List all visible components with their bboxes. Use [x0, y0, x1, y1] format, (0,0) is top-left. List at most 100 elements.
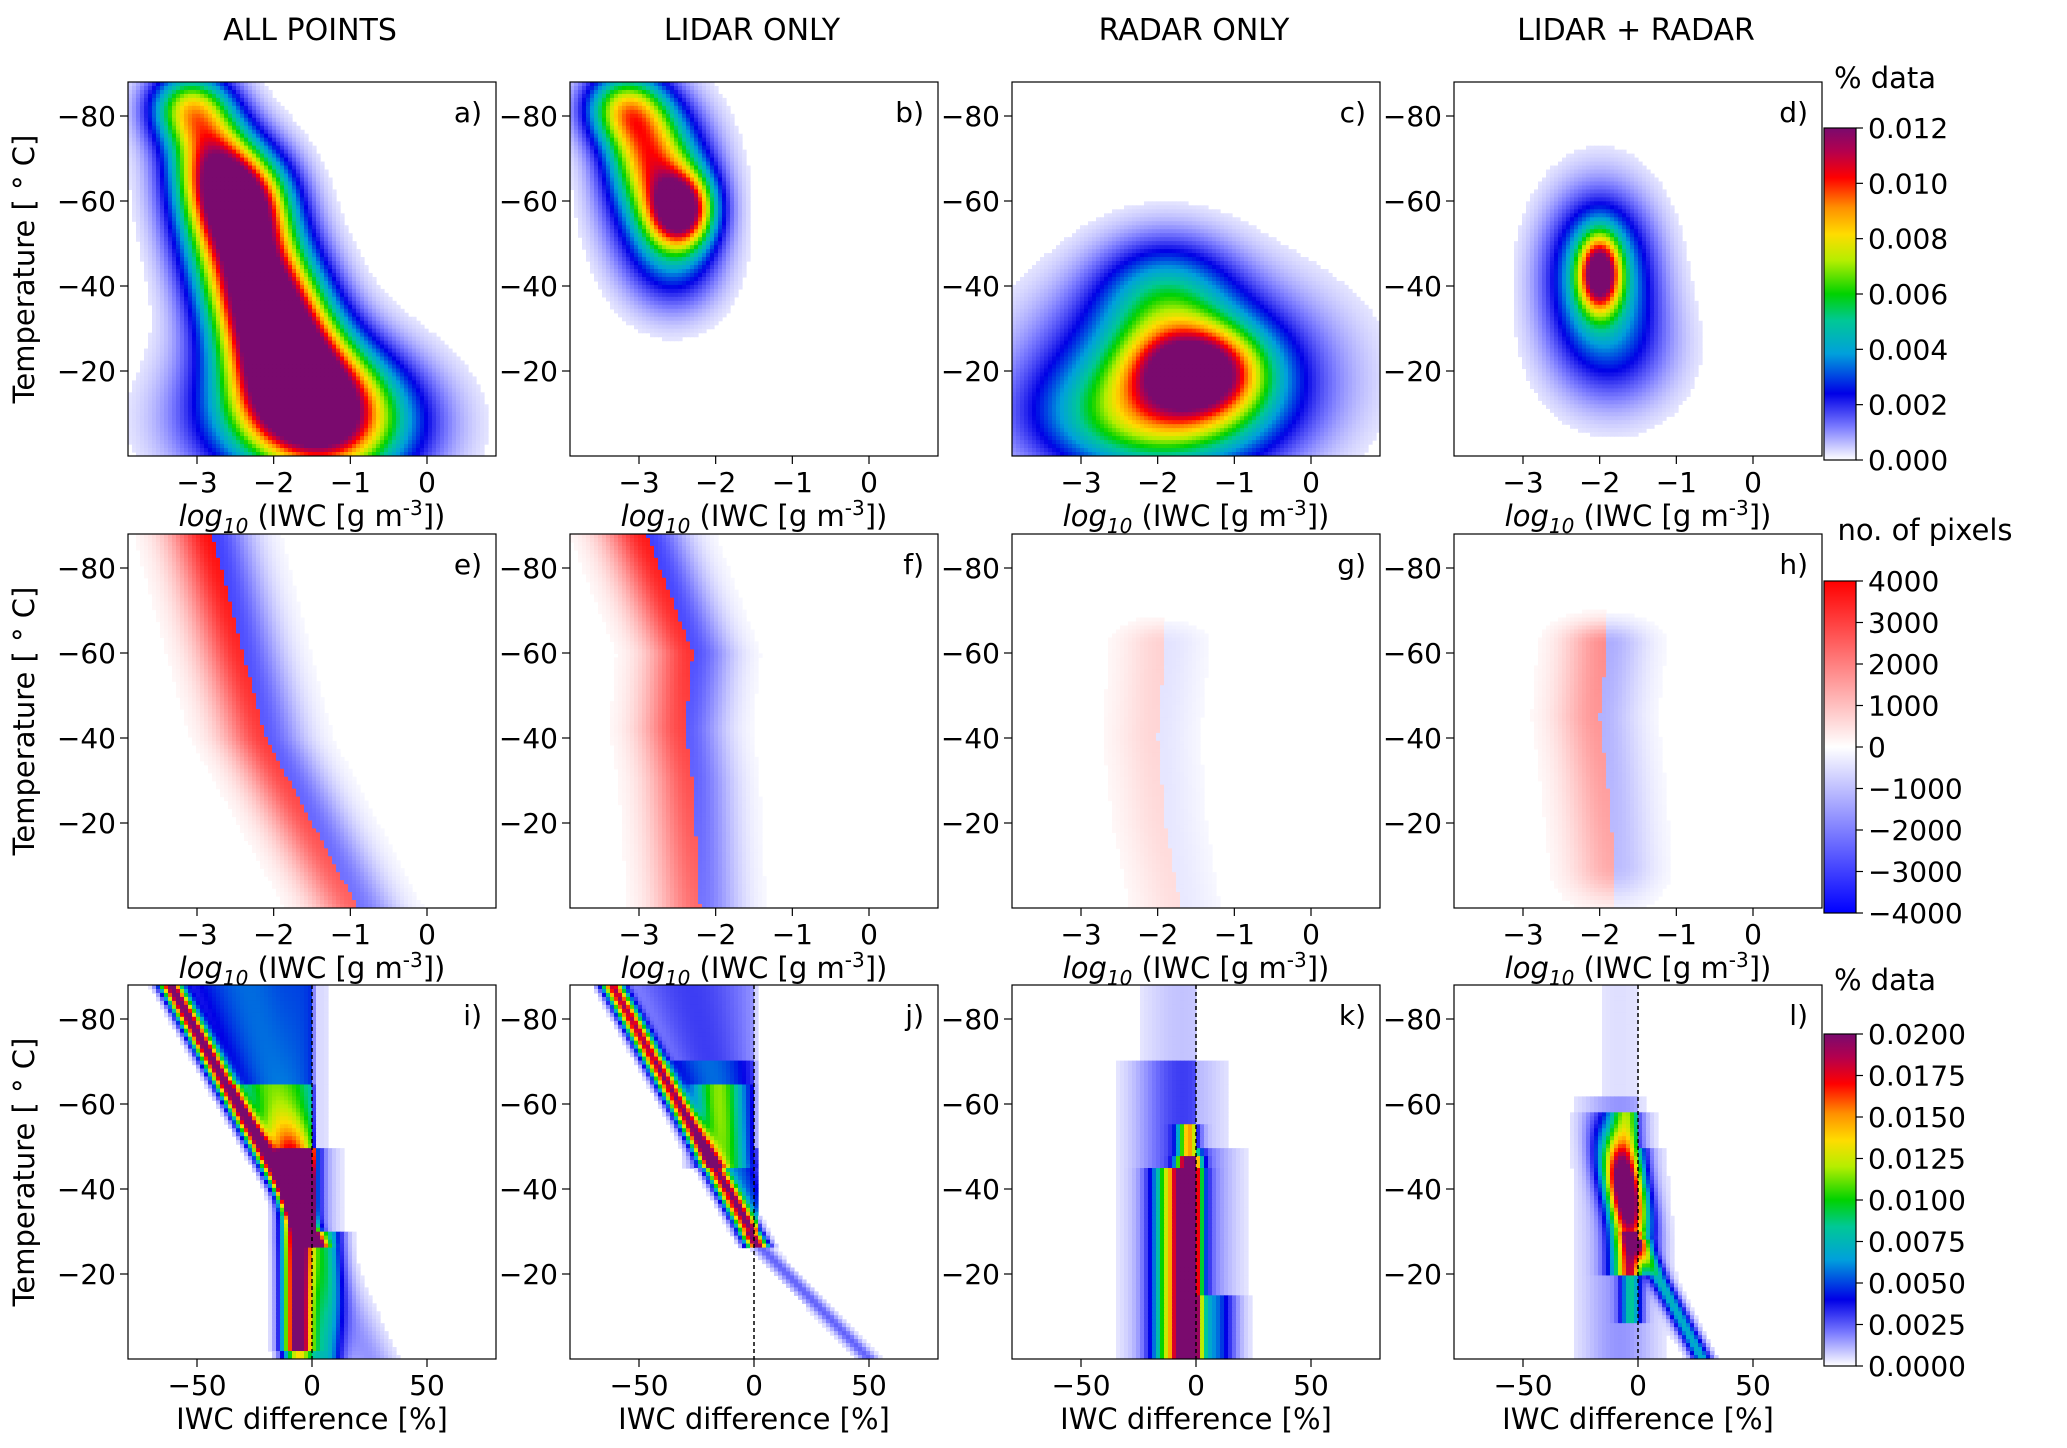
- heatmap-cell: [204, 332, 209, 338]
- heatmap-cell: [276, 237, 281, 242]
- heatmap-cell: [244, 105, 249, 111]
- heatmap-cell: [180, 85, 185, 91]
- heatmap-cell: [292, 125, 297, 131]
- heatmap-cell: [176, 101, 181, 107]
- heatmap-cell: [208, 284, 213, 290]
- heatmap-cell: [328, 340, 333, 346]
- heatmap-cell: [284, 292, 289, 298]
- heatmap-cell: [460, 376, 465, 382]
- heatmap-cell: [140, 412, 145, 417]
- heatmap-cell: [216, 133, 221, 139]
- heatmap-cell: [412, 392, 417, 397]
- heatmap-cell: [324, 316, 329, 322]
- heatmap-cell: [136, 376, 141, 382]
- heatmap-cell: [348, 280, 353, 286]
- heatmap-cell: [356, 269, 361, 274]
- heatmap-cell: [200, 276, 205, 282]
- heatmap-cell: [256, 324, 261, 330]
- heatmap-cell: [232, 145, 237, 151]
- heatmap-cell: [324, 328, 329, 334]
- heatmap-cell: [224, 177, 229, 183]
- heatmap-cell: [260, 257, 265, 262]
- heatmap-cell: [200, 137, 205, 143]
- heatmap-cell: [348, 261, 353, 266]
- heatmap-cell: [268, 380, 273, 385]
- heatmap-cell: [152, 97, 157, 103]
- heatmap-cell: [424, 388, 429, 393]
- heatmap-cell: [188, 121, 193, 127]
- heatmap-cell: [184, 364, 189, 370]
- heatmap-cell: [332, 237, 337, 242]
- heatmap-cell: [144, 356, 149, 362]
- heatmap-cell: [232, 229, 237, 234]
- heatmap-cell: [320, 388, 325, 393]
- heatmap-cell: [284, 241, 289, 246]
- heatmap-cell: [352, 304, 357, 310]
- heatmap-cell: [344, 249, 349, 254]
- heatmap-cell: [292, 213, 297, 218]
- heatmap-cell: [280, 348, 285, 354]
- heatmap-cell: [160, 205, 165, 210]
- heatmap-cell: [248, 344, 253, 350]
- heatmap-cell: [180, 253, 185, 258]
- heatmap-cell: [208, 249, 213, 254]
- heatmap-cell: [140, 189, 145, 195]
- heatmap-cell: [388, 400, 393, 405]
- heatmap-cell: [264, 213, 269, 218]
- heatmap-cell: [216, 324, 221, 330]
- heatmap-cell: [220, 237, 225, 242]
- heatmap-cell: [204, 340, 209, 346]
- heatmap-cell: [132, 141, 137, 147]
- heatmap-cell: [308, 201, 313, 206]
- heatmap-cell: [264, 308, 269, 314]
- heatmap-cell: [288, 352, 293, 358]
- heatmap-cell: [192, 93, 197, 99]
- heatmap-cell: [328, 388, 333, 393]
- heatmap-cell: [176, 209, 181, 214]
- heatmap-cell: [240, 237, 245, 242]
- heatmap-cell: [272, 316, 277, 322]
- heatmap-cell: [188, 412, 193, 417]
- heatmap-cell: [336, 217, 341, 222]
- heatmap-cell: [424, 376, 429, 382]
- heatmap-cell: [316, 157, 321, 163]
- heatmap-cell: [364, 368, 369, 374]
- heatmap-cell: [332, 193, 337, 198]
- heatmap-cell: [264, 261, 269, 266]
- heatmap-cell: [368, 352, 373, 358]
- heatmap-cell: [184, 388, 189, 393]
- heatmap-cell: [320, 324, 325, 330]
- heatmap-cell: [376, 312, 381, 318]
- heatmap-cell: [180, 292, 185, 298]
- heatmap-cell: [256, 284, 261, 290]
- heatmap-cell: [156, 125, 161, 131]
- heatmap-cell: [144, 197, 149, 202]
- heatmap-cell: [340, 400, 345, 405]
- heatmap-cell: [176, 320, 181, 326]
- heatmap-cell: [328, 193, 333, 198]
- heatmap-cell: [172, 257, 177, 262]
- heatmap-cell: [300, 185, 305, 191]
- heatmap-cell: [240, 117, 245, 123]
- heatmap-cell: [224, 344, 229, 350]
- heatmap-cell: [128, 89, 133, 95]
- heatmap-cell: [376, 388, 381, 393]
- heatmap-cell: [212, 312, 217, 318]
- heatmap-cell: [328, 209, 333, 214]
- heatmap-cell: [200, 229, 205, 234]
- heatmap-cell: [184, 109, 189, 115]
- heatmap-cell: [236, 284, 241, 290]
- heatmap-cell: [228, 241, 233, 246]
- heatmap-cell: [256, 137, 261, 143]
- heatmap-cell: [256, 97, 261, 103]
- heatmap-cell: [388, 304, 393, 310]
- heatmap-cell: [300, 280, 305, 286]
- heatmap-cell: [140, 221, 145, 226]
- heatmap-cell: [172, 237, 177, 242]
- heatmap-cell: [156, 261, 161, 266]
- heatmap-cell: [188, 336, 193, 342]
- heatmap-cell: [324, 376, 329, 382]
- heatmap-cell: [164, 185, 169, 191]
- heatmap-cell: [272, 372, 277, 378]
- heatmap-cell: [412, 320, 417, 326]
